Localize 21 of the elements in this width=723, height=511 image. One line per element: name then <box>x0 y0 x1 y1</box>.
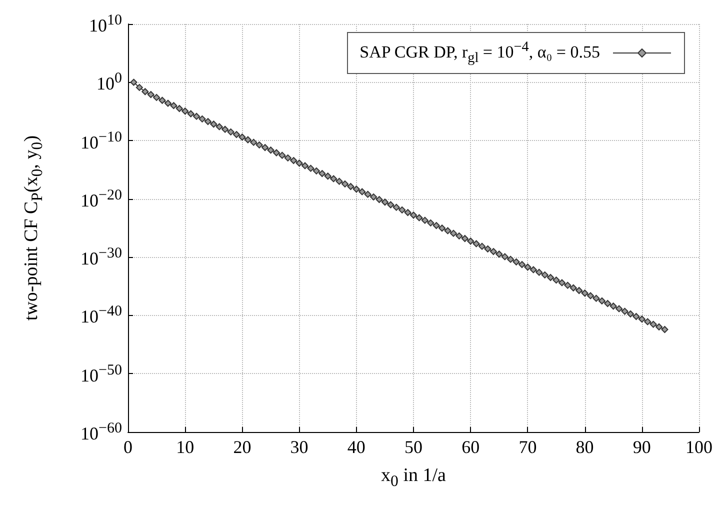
x-tick-label: 40 <box>347 437 366 457</box>
x-tick-label: 0 <box>124 437 132 457</box>
x-tick-label: 70 <box>518 437 537 457</box>
legend-label: SAP CGR DP, r$_{gl}$ = 10$^{−4}$, α₀ = 0.55 <box>360 39 600 68</box>
x-tick-label: 20 <box>233 437 252 457</box>
y-tick-label: 10$^{−30}$ <box>80 246 122 269</box>
y-tick-label: 10$^{10}$ <box>89 12 122 36</box>
y-tick-label: 10$^{−40}$ <box>80 304 122 327</box>
x-tick-label: 10 <box>176 437 194 457</box>
y-tick-label: 10$^{−60}$ <box>80 420 122 444</box>
y-tick-label: 10$^{−20}$ <box>80 187 122 210</box>
x-tick-label: 60 <box>462 437 480 457</box>
y-tick-label: 10$^{−50}$ <box>80 362 122 386</box>
x-tick-label: 90 <box>632 437 651 457</box>
x-tick-label: 50 <box>404 437 422 457</box>
y-tick-label: 10$^{0}$ <box>96 70 122 94</box>
y-tick-label: 10$^{−10}$ <box>80 129 122 152</box>
x-tick-label: 80 <box>576 437 594 457</box>
x-tick-label: 100 <box>686 437 712 457</box>
x-tick-label: 30 <box>290 437 308 457</box>
x-axis-title: x$_{0}$ in 1/a <box>381 465 446 490</box>
